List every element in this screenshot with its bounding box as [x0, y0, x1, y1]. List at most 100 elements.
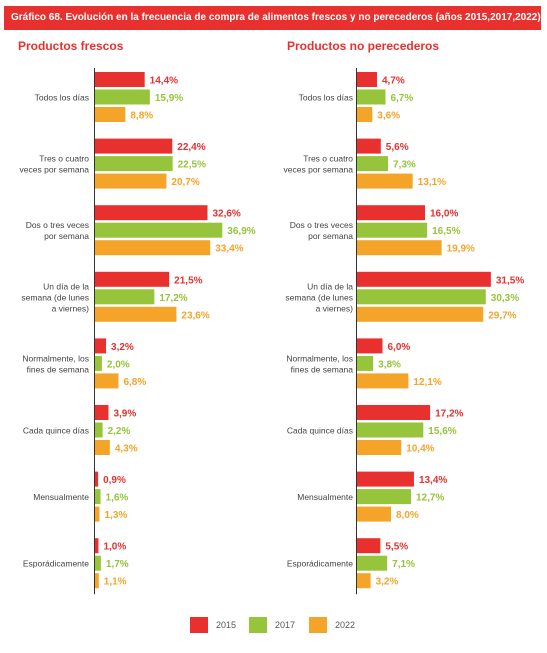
no-perecederos-bar-2015 — [357, 72, 377, 87]
frescos-bar-2022 — [95, 240, 211, 256]
frescos-category-label: veces por semana — [20, 165, 90, 175]
no-perecederos-data-label-2022: 10,4% — [406, 444, 434, 455]
no-perecederos-category-label: por semana — [308, 231, 353, 241]
frescos-category-label: Un día de la — [43, 281, 89, 291]
no-perecederos-bar-2015 — [357, 205, 425, 221]
frescos-data-label-2022: 1,1% — [104, 577, 127, 588]
no-perecederos-data-label-2022: 3,2% — [376, 577, 399, 588]
no-perecederos-bar-2017 — [357, 156, 389, 172]
no-perecederos-bar-2022 — [357, 306, 484, 322]
frescos-category-label: Tres o cuatro — [39, 154, 89, 164]
frescos-data-label-2015: 14,4% — [150, 76, 178, 87]
frescos-data-label-2022: 20,7% — [171, 177, 199, 188]
frescos-data-label-2022: 8,8% — [130, 111, 153, 122]
no-perecederos-bar-2015 — [357, 138, 381, 154]
no-perecederos-bar-2015 — [357, 471, 414, 487]
no-perecederos-data-label-2015: 31,5% — [496, 275, 524, 286]
frescos-bar-2017 — [95, 156, 173, 172]
no-perecederos-category-label: semana (de lunes — [285, 292, 353, 302]
no-perecederos-category-label: veces por semana — [284, 165, 354, 175]
frescos-data-label-2017: 17,2% — [159, 293, 187, 304]
frescos-bar-2022 — [95, 373, 119, 389]
frescos-category-label: semana (de lunes — [21, 292, 89, 302]
legend-item-2015: 2015 — [190, 617, 236, 633]
frescos-data-label-2022: 4,3% — [115, 444, 138, 455]
no-perecederos-category-label: a viernes) — [316, 303, 353, 313]
no-perecederos-category-label: Esporádicamente — [287, 559, 353, 569]
no-perecederos-bar-2015 — [357, 338, 383, 354]
no-perecederos-bar-2017 — [357, 422, 424, 438]
no-perecederos-bar-2017 — [357, 222, 428, 238]
frescos-data-label-2017: 15,9% — [155, 93, 183, 104]
frescos-bar-2017 — [95, 555, 101, 571]
legend-swatch-2015 — [190, 617, 208, 633]
frescos-bar-2015 — [95, 538, 99, 554]
frescos-category-label: fines de semana — [27, 364, 90, 374]
no-perecederos-data-label-2022: 13,1% — [418, 177, 446, 188]
panel-title-frescos: Productos frescos — [18, 39, 124, 53]
no-perecederos-data-label-2022: 3,6% — [377, 111, 400, 122]
no-perecederos-category-label: Cada quince días — [287, 426, 353, 436]
frescos-category-label: Mensualmente — [33, 492, 89, 502]
frescos-category-label: Esporádicamente — [23, 559, 89, 569]
no-perecederos-category-label: Todos los días — [299, 93, 353, 103]
no-perecederos-category-label: Un día de la — [307, 281, 353, 291]
no-perecederos-data-label-2015: 5,5% — [385, 542, 408, 553]
no-perecederos-data-label-2017: 6,7% — [390, 93, 413, 104]
legend-swatch-2017 — [249, 617, 267, 633]
no-perecederos-category-label: Tres o cuatro — [303, 154, 353, 164]
no-perecederos-data-label-2017: 12,7% — [416, 493, 444, 504]
no-perecederos-bar-2015 — [357, 271, 491, 287]
no-perecederos-category-label: fines de semana — [291, 364, 354, 374]
frescos-category-label: Dos o tres veces — [26, 220, 89, 230]
no-perecederos-data-label-2015: 5,6% — [386, 142, 409, 153]
frescos-category-label: por semana — [44, 231, 89, 241]
frescos-data-label-2022: 23,6% — [181, 310, 209, 321]
no-perecederos-bar-2015 — [357, 405, 431, 420]
frescos-data-label-2017: 1,6% — [106, 493, 129, 504]
no-perecederos-category-label: Normalmente, los — [286, 353, 353, 363]
frescos-data-label-2022: 1,3% — [104, 510, 127, 521]
frescos-bar-2017 — [95, 89, 150, 105]
legend-label-2015: 2015 — [216, 620, 237, 630]
frescos-bar-2017 — [95, 289, 155, 305]
frescos-data-label-2015: 0,9% — [103, 475, 126, 486]
frescos-bar-2022 — [95, 506, 100, 522]
frescos-data-label-2017: 22,5% — [178, 160, 206, 171]
legend: 2015 2017 2022 — [0, 617, 547, 637]
frescos-bar-2017 — [95, 355, 102, 371]
no-perecederos-bar-2017 — [357, 355, 374, 371]
no-perecederos-data-label-2022: 19,9% — [447, 244, 475, 255]
no-perecederos-bar-2017 — [357, 89, 386, 105]
frescos-data-label-2017: 36,9% — [227, 226, 255, 237]
no-perecederos-bar-2022 — [357, 373, 409, 389]
no-perecederos-bar-2022 — [357, 506, 391, 522]
no-perecederos-category-label: Dos o tres veces — [290, 220, 353, 230]
frescos-bar-2015 — [95, 138, 173, 154]
frescos-bar-2022 — [95, 107, 126, 122]
frescos-data-label-2022: 6,8% — [123, 377, 146, 388]
frescos-bar-2022 — [95, 573, 99, 589]
no-perecederos-bar-2022 — [357, 240, 442, 256]
frescos-data-label-2015: 1,0% — [103, 542, 126, 553]
no-perecederos-data-label-2017: 16,5% — [432, 226, 460, 237]
no-perecederos-bar-2015 — [357, 538, 381, 554]
frescos-bar-2022 — [95, 173, 167, 189]
no-perecederos-data-label-2015: 17,2% — [435, 409, 463, 420]
no-perecederos-data-label-2017: 7,3% — [393, 160, 416, 171]
no-perecederos-category-label: Mensualmente — [297, 492, 353, 502]
no-perecederos-data-label-2017: 3,8% — [378, 359, 401, 370]
frescos-data-label-2022: 33,4% — [215, 244, 243, 255]
no-perecederos-data-label-2015: 13,4% — [419, 475, 447, 486]
frescos-data-label-2017: 1,7% — [106, 559, 129, 570]
legend-label-2022: 2022 — [335, 620, 356, 630]
no-perecederos-bar-2022 — [357, 107, 373, 122]
no-perecederos-bar-2022 — [357, 173, 413, 189]
frescos-data-label-2015: 21,5% — [174, 275, 202, 286]
no-perecederos-data-label-2015: 6,0% — [388, 342, 411, 353]
legend-label-2017: 2017 — [275, 620, 296, 630]
frescos-bar-2015 — [95, 205, 208, 221]
frescos-bar-2015 — [95, 271, 170, 287]
no-perecederos-bar-2017 — [357, 555, 388, 571]
